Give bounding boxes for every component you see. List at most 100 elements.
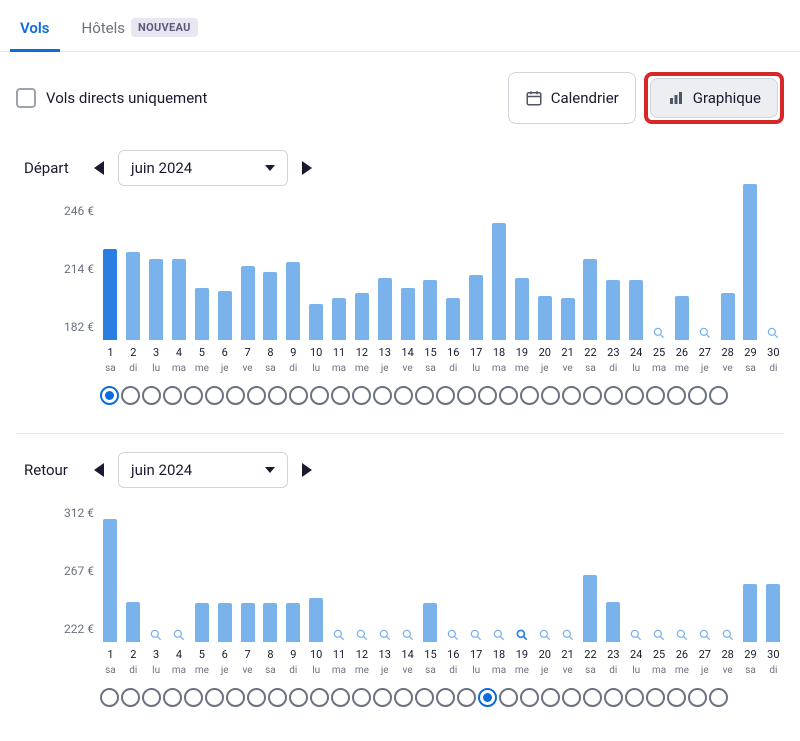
day-radio[interactable] [268,386,287,405]
day-bar[interactable]: 30di [763,322,784,374]
day-bar[interactable]: 13je [374,624,395,676]
day-radio[interactable] [184,386,203,405]
day-bar[interactable]: 13je [374,278,395,374]
day-bar[interactable]: 20je [534,624,555,676]
day-radio[interactable] [709,688,728,707]
retour-month-select[interactable]: juin 2024 [118,452,288,488]
day-bar[interactable]: 22sa [580,259,601,374]
day-bar[interactable]: 10lu [306,304,327,374]
day-radio[interactable] [499,386,518,405]
day-radio[interactable] [541,688,560,707]
day-bar[interactable]: 27je [694,624,715,676]
day-bar[interactable]: 18ma [489,624,510,676]
day-bar[interactable]: 2di [123,252,144,374]
day-radio[interactable] [226,386,245,405]
day-radio[interactable] [646,386,665,405]
day-bar[interactable]: 15sa [420,603,441,676]
day-bar[interactable]: 10lu [306,598,327,676]
day-bar[interactable]: 18ma [489,223,510,374]
day-radio[interactable] [247,386,266,405]
retour-next-month[interactable] [302,463,312,477]
day-bar[interactable]: 24lu [626,624,647,676]
day-radio[interactable] [289,688,308,707]
day-bar[interactable]: 21ve [557,298,578,374]
day-radio[interactable] [436,386,455,405]
day-radio[interactable] [394,386,413,405]
day-radio[interactable] [436,688,455,707]
day-bar[interactable]: 5me [191,603,212,676]
day-bar[interactable]: 6je [214,603,235,676]
day-bar[interactable]: 1sa [100,519,121,676]
day-radio[interactable] [667,386,686,405]
day-bar[interactable]: 2di [123,602,144,676]
day-bar[interactable]: 21ve [557,624,578,676]
day-radio[interactable] [541,386,560,405]
day-radio[interactable] [310,386,329,405]
day-bar[interactable]: 16di [443,624,464,676]
retour-prev-month[interactable] [94,463,104,477]
day-radio[interactable] [415,386,434,405]
day-bar[interactable]: 11ma [329,298,350,374]
day-radio[interactable] [499,688,518,707]
day-bar[interactable]: 1sa [100,249,121,374]
day-radio[interactable] [121,386,140,405]
day-radio[interactable] [562,386,581,405]
day-bar[interactable]: 28ve [717,624,738,676]
day-radio[interactable] [709,386,728,405]
day-bar[interactable]: 15sa [420,280,441,374]
day-bar[interactable]: 28ve [717,293,738,374]
direct-flights-checkbox[interactable]: Vols directs uniquement [16,88,207,108]
day-radio[interactable] [268,688,287,707]
day-bar[interactable]: 19me [511,624,532,676]
day-bar[interactable]: 8sa [260,603,281,676]
day-radio[interactable] [415,688,434,707]
day-bar[interactable]: 4ma [169,624,190,676]
day-radio[interactable] [667,688,686,707]
day-bar[interactable]: 26me [671,624,692,676]
day-radio[interactable] [604,386,623,405]
day-bar[interactable]: 29sa [740,184,761,374]
day-radio[interactable] [331,688,350,707]
tab-hotels[interactable]: Hôtels NOUVEAU [78,8,202,51]
day-bar[interactable]: 22sa [580,575,601,676]
day-bar[interactable]: 7ve [237,266,258,374]
day-bar[interactable]: 7ve [237,603,258,676]
day-radio[interactable] [121,688,140,707]
day-bar[interactable]: 24lu [626,280,647,374]
day-radio[interactable] [310,688,329,707]
day-bar[interactable]: 3lu [146,259,167,374]
depart-prev-month[interactable] [94,161,104,175]
day-radio[interactable] [520,386,539,405]
day-bar[interactable]: 26me [671,296,692,374]
day-bar[interactable]: 3lu [146,624,167,676]
day-radio[interactable] [478,688,497,707]
day-bar[interactable]: 29sa [740,584,761,676]
day-radio[interactable] [163,386,182,405]
day-radio[interactable] [583,386,602,405]
day-radio[interactable] [184,688,203,707]
day-radio[interactable] [331,386,350,405]
day-radio[interactable] [247,688,266,707]
day-radio[interactable] [100,688,119,707]
day-radio[interactable] [142,386,161,405]
day-radio[interactable] [562,688,581,707]
day-bar[interactable]: 25ma [649,624,670,676]
day-radio[interactable] [163,688,182,707]
day-radio[interactable] [457,386,476,405]
day-radio[interactable] [100,386,119,405]
day-bar[interactable]: 17lu [466,275,487,374]
day-radio[interactable] [688,386,707,405]
day-bar[interactable]: 5me [191,288,212,374]
day-bar[interactable]: 8sa [260,272,281,374]
day-radio[interactable] [142,688,161,707]
day-radio[interactable] [604,688,623,707]
day-bar[interactable]: 12me [351,624,372,676]
day-bar[interactable]: 23di [603,602,624,676]
day-radio[interactable] [478,386,497,405]
day-bar[interactable]: 16di [443,298,464,374]
day-radio[interactable] [688,688,707,707]
day-bar[interactable]: 23di [603,280,624,374]
day-bar[interactable]: 25ma [649,322,670,374]
day-bar[interactable]: 27je [694,322,715,374]
day-radio[interactable] [646,688,665,707]
